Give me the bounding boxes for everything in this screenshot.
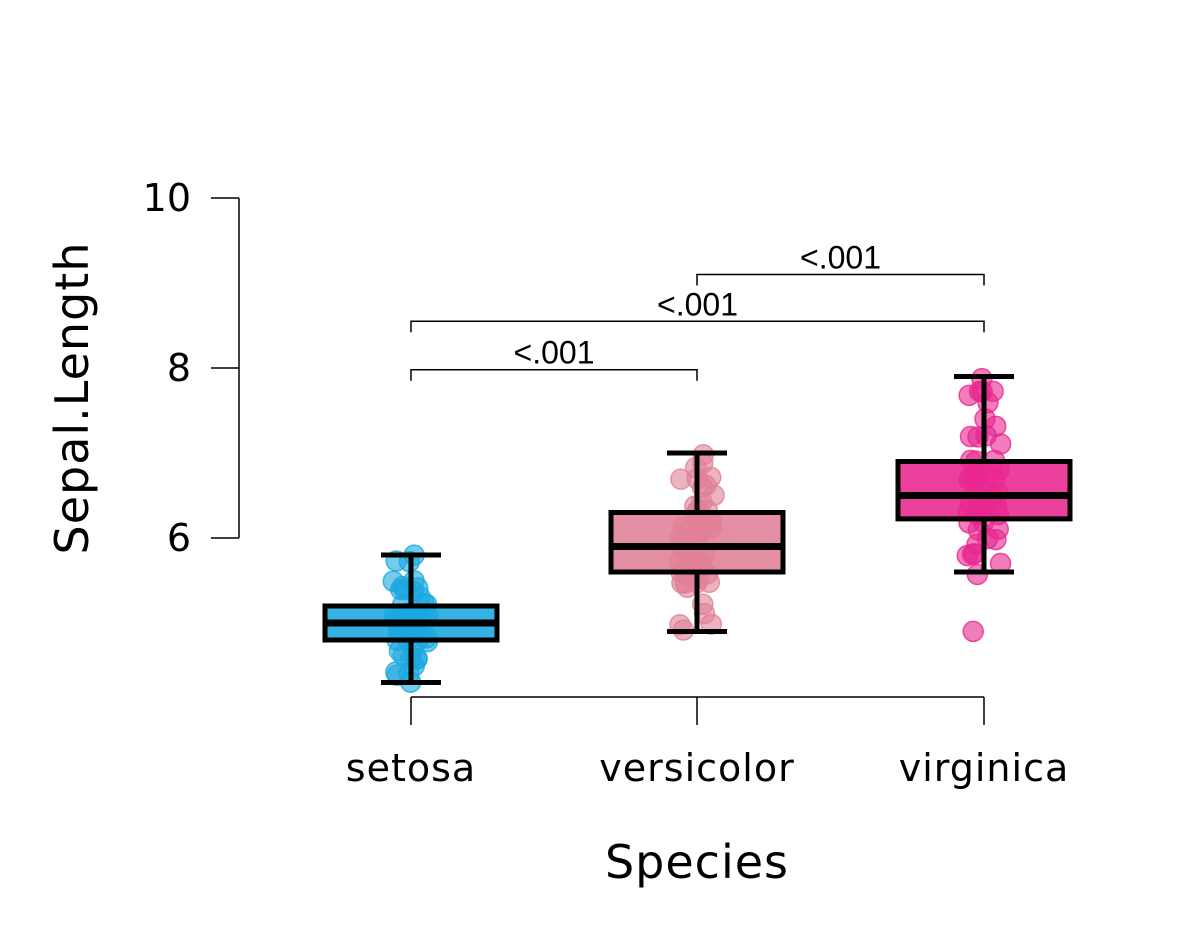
y-tick-label: 6 xyxy=(167,516,191,560)
x-tick-label: setosa xyxy=(346,746,476,790)
data-point xyxy=(403,570,425,592)
data-point xyxy=(382,570,405,592)
significance-bracket xyxy=(410,368,698,381)
boxes-layer xyxy=(322,374,1073,685)
x-axis-title: Species xyxy=(605,835,789,889)
significance-label: <.001 xyxy=(657,286,738,322)
significance-label: <.001 xyxy=(514,335,595,371)
significance-label: <.001 xyxy=(800,240,881,276)
data-point xyxy=(670,468,692,490)
significance-bracket xyxy=(696,273,985,286)
box xyxy=(608,510,786,575)
data-point xyxy=(959,425,982,448)
box xyxy=(895,459,1073,522)
x-tick-label: virginica xyxy=(899,746,1070,790)
y-tick-label: 10 xyxy=(143,176,191,220)
data-point xyxy=(962,620,984,643)
significance-layer: <.001 <.001 <.001 xyxy=(410,240,985,381)
y-axis-title: Sepal.Length xyxy=(45,242,99,555)
axes-layer: 6 8 10 setosa versicolor virginica xyxy=(143,176,1070,790)
x-tick-label: versicolor xyxy=(599,746,794,790)
significance-bracket xyxy=(410,320,985,333)
y-tick-label: 8 xyxy=(167,346,191,390)
